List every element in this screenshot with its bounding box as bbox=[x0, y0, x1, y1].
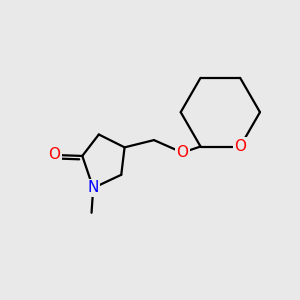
Text: O: O bbox=[176, 145, 188, 160]
Text: O: O bbox=[234, 139, 246, 154]
Text: O: O bbox=[48, 148, 60, 163]
Text: N: N bbox=[88, 181, 99, 196]
